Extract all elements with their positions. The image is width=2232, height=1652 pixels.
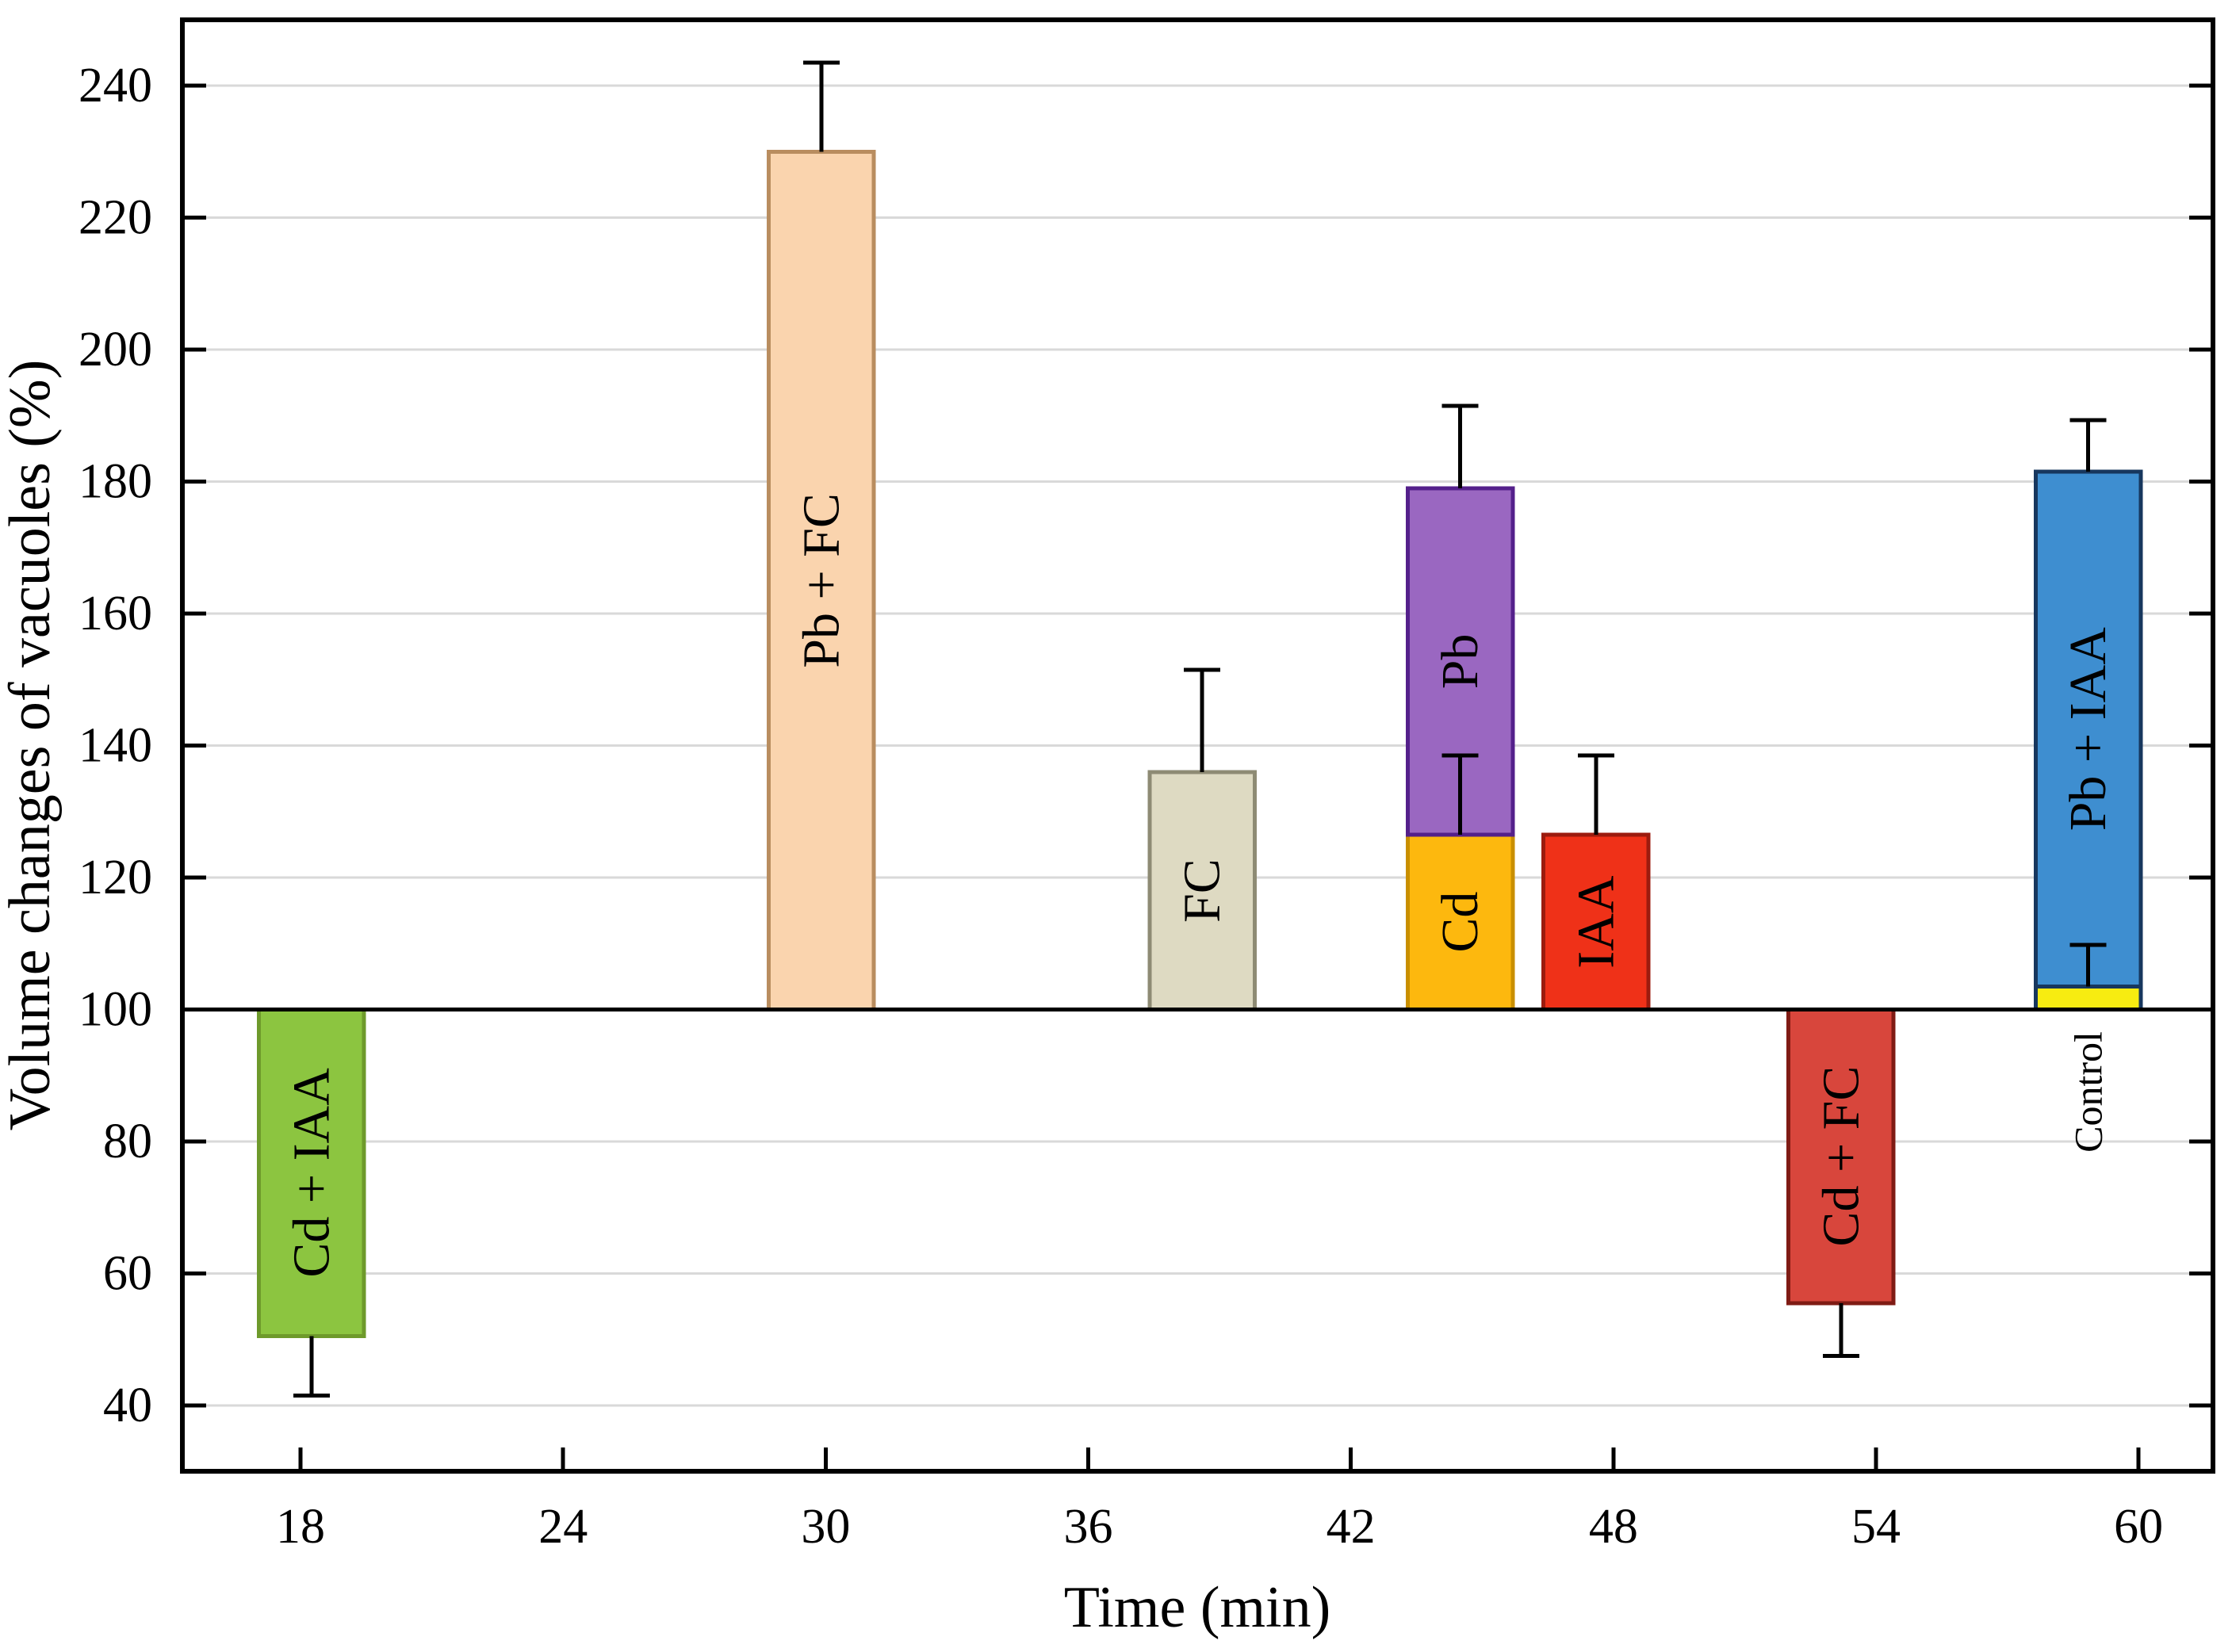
y-axis-title: Volume changes of vacuoles (%) [0, 360, 63, 1131]
bars-layer [257, 149, 2143, 1338]
y-tick-label-140: 140 [78, 719, 152, 773]
x-tick-label-30: 30 [801, 1500, 850, 1554]
gridlines-layer [185, 84, 2211, 1407]
y-tick-label-220: 220 [78, 191, 152, 245]
y-tick-label-80: 80 [103, 1115, 152, 1168]
bar-labels-layer: Cd + IAA Pb + FC FC Cd Pb IAA Cd + FC Control Pb… [282, 493, 2117, 1278]
bar-label-cd: Cd [1431, 892, 1489, 953]
bar-fc [1147, 770, 1257, 1011]
ticks-layer [182, 83, 2213, 1471]
error-bar-cd-iaa [293, 1336, 330, 1398]
bar-label-cd-iaa: Cd + IAA [282, 1068, 340, 1278]
bar-label-fc: FC [1173, 859, 1231, 923]
x-tick-label-36: 36 [1064, 1500, 1113, 1554]
bar-label-control: Control [2066, 1031, 2111, 1153]
y-tick-label-160: 160 [78, 587, 152, 641]
error-bar-control [2069, 943, 2107, 987]
x-tick-label-48: 48 [1589, 1500, 1638, 1554]
bar-control [2033, 984, 2143, 1011]
bar-label-cd-fc: Cd + FC [1812, 1066, 1870, 1247]
x-tick-label-24: 24 [538, 1500, 588, 1554]
y-tick-label-180: 180 [78, 455, 152, 509]
bar-label-pb-fc: Pb + FC [792, 493, 850, 668]
error-bar-iaa [1577, 753, 1614, 835]
error-bar-pb-iaa [2069, 418, 2107, 472]
y-tick-label-240: 240 [78, 59, 152, 113]
y-tick-label-100: 100 [78, 982, 152, 1036]
y-tick-label-60: 60 [103, 1246, 152, 1300]
y-tick-label-40: 40 [103, 1379, 152, 1432]
x-tick-label-60: 60 [2114, 1500, 2163, 1554]
error-bar-cd-fc [1822, 1302, 1859, 1358]
x-axis-title: Time (min) [1064, 1575, 1330, 1640]
bar-label-iaa: IAA [1567, 875, 1625, 969]
bar-label-pb-iaa: Pb + IAA [2059, 627, 2117, 832]
error-bars-layer [293, 60, 2107, 1398]
error-bar-cd [1441, 753, 1479, 835]
bar-label-pb: Pb [1431, 634, 1489, 690]
x-tick-label-54: 54 [1851, 1500, 1901, 1554]
error-bar-pb [1441, 403, 1479, 488]
x-tick-label-42: 42 [1327, 1500, 1376, 1554]
error-bar-pb-fc [802, 60, 840, 152]
bar-cd-iaa [257, 1007, 366, 1338]
x-tick-label-18: 18 [276, 1500, 325, 1554]
error-bar-fc [1184, 667, 1221, 772]
tick-labels-layer: 40 60 80 100 120 140 160 180 200 220 240 18 24 30 36 42… [78, 59, 2163, 1554]
bar-cd [1405, 832, 1515, 1011]
y-tick-label-200: 200 [78, 323, 152, 377]
y-tick-label-120: 120 [78, 851, 152, 904]
bar-pb-fc [767, 149, 876, 1011]
